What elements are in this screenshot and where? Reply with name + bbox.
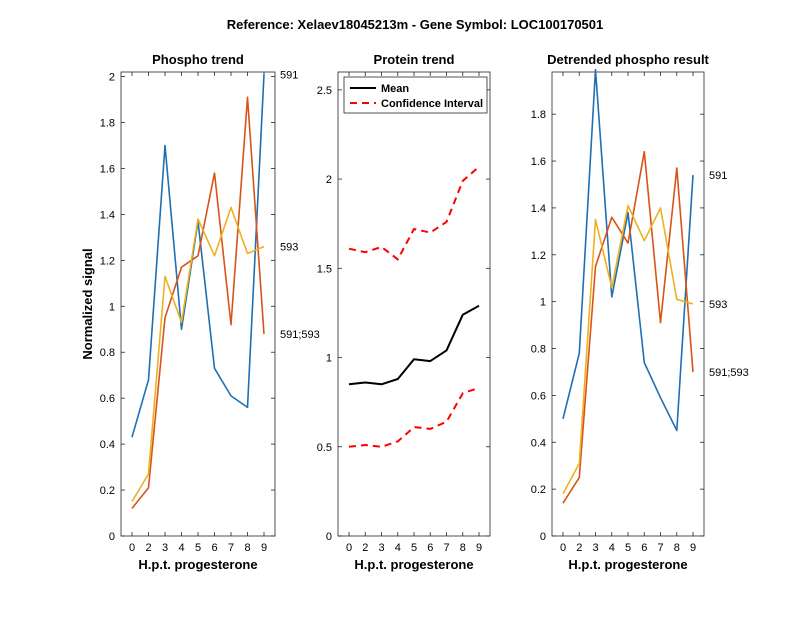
legend: Mean Confidence Interval bbox=[343, 76, 488, 114]
y-tick-label: 0 bbox=[326, 531, 332, 543]
x-tick-label: 3 bbox=[592, 542, 598, 554]
x-tick-label: 8 bbox=[244, 542, 250, 554]
y-tick-label: 0.8 bbox=[531, 344, 546, 356]
series-end-label: 593 bbox=[709, 299, 727, 311]
y-tick-label: 0.8 bbox=[100, 347, 115, 359]
x-tick-label: 4 bbox=[178, 542, 184, 554]
series-line-591-593 bbox=[562, 150, 694, 504]
figure-title: Reference: Xelaev18045213m - Gene Symbol… bbox=[227, 17, 604, 32]
x-tick-label: 0 bbox=[346, 542, 352, 554]
y-tick-label: 0 bbox=[109, 531, 115, 543]
x-tick-label: 2 bbox=[145, 542, 151, 554]
y-tick-label: 1 bbox=[109, 301, 115, 313]
x-tick-label: 9 bbox=[261, 542, 267, 554]
x-tick-label: 7 bbox=[228, 542, 234, 554]
y-tick-label: 1.4 bbox=[100, 209, 115, 221]
x-tick-label: 5 bbox=[411, 542, 417, 554]
x-axis-label: H.p.t. progesterone bbox=[568, 557, 687, 572]
y-tick-label: 1.4 bbox=[531, 203, 546, 215]
y-tick-label: 1.8 bbox=[100, 118, 115, 130]
series-line-591-593 bbox=[131, 96, 265, 509]
y-tick-label: 0.4 bbox=[531, 437, 546, 449]
y-tick-label: 0.4 bbox=[100, 439, 115, 451]
y-tick-label: 2 bbox=[109, 72, 115, 84]
x-tick-label: 2 bbox=[576, 542, 582, 554]
x-tick-label: 8 bbox=[460, 542, 466, 554]
y-tick-label: 1.5 bbox=[317, 263, 332, 275]
x-tick-label: 3 bbox=[378, 542, 384, 554]
x-axis-label: H.p.t. progesterone bbox=[138, 557, 257, 572]
panel-title: Protein trend bbox=[374, 52, 455, 67]
y-tick-label: 0.2 bbox=[531, 484, 546, 496]
series-end-label: 591;593 bbox=[280, 329, 320, 341]
y-tick-label: 1.2 bbox=[100, 255, 115, 267]
y-tick-label: 0.6 bbox=[531, 390, 546, 402]
x-tick-label: 7 bbox=[657, 542, 663, 554]
series-line-593 bbox=[562, 204, 694, 495]
y-tick-label: 2.5 bbox=[317, 85, 332, 97]
y-tick-label: 1.6 bbox=[531, 156, 546, 168]
x-tick-label: 6 bbox=[427, 542, 433, 554]
x-tick-label: 4 bbox=[609, 542, 615, 554]
x-axis-label: H.p.t. progesterone bbox=[354, 557, 473, 572]
y-axis-label: Normalized signal bbox=[80, 248, 95, 359]
chart-panel-1: 00.20.40.60.811.21.41.61.820 2 3 4 5 6 7 8 9Phos… bbox=[80, 52, 320, 572]
series-line-confidence-interval bbox=[348, 165, 480, 261]
x-tick-label: 0 bbox=[129, 542, 135, 554]
x-tick-label: 4 bbox=[395, 542, 401, 554]
series-line-mean bbox=[348, 304, 480, 386]
series-end-label: 591 bbox=[280, 69, 298, 81]
x-tick-label: 3 bbox=[162, 542, 168, 554]
series-end-label: 591;593 bbox=[709, 367, 749, 379]
legend-entry: Confidence Interval bbox=[381, 98, 483, 110]
x-tick-label: 5 bbox=[195, 542, 201, 554]
x-tick-label: 0 bbox=[560, 542, 566, 554]
x-tick-label: 6 bbox=[211, 542, 217, 554]
chart-panel-3: 00.20.40.60.811.21.41.61.80 2 3 4 5 6 7 8 9Detre… bbox=[531, 52, 749, 572]
y-tick-label: 0.2 bbox=[100, 485, 115, 497]
x-tick-label: 5 bbox=[625, 542, 631, 554]
x-tick-label: 2 bbox=[362, 542, 368, 554]
y-tick-label: 0.6 bbox=[100, 393, 115, 405]
legend-box bbox=[343, 76, 488, 114]
series-end-label: 591 bbox=[709, 170, 727, 182]
x-tick-label: 9 bbox=[476, 542, 482, 554]
x-tick-label: 9 bbox=[690, 542, 696, 554]
y-tick-label: 0 bbox=[540, 531, 546, 543]
y-tick-label: 0.5 bbox=[317, 442, 332, 454]
x-tick-label: 7 bbox=[443, 542, 449, 554]
x-tick-label: 8 bbox=[674, 542, 680, 554]
panel-title: Phospho trend bbox=[152, 52, 244, 67]
y-tick-label: 1 bbox=[540, 297, 546, 309]
series-line-593 bbox=[131, 206, 265, 502]
legend-entry: Mean bbox=[381, 83, 409, 95]
series-line-591 bbox=[562, 68, 694, 432]
y-tick-label: 2 bbox=[326, 174, 332, 186]
series-end-label: 593 bbox=[280, 242, 298, 254]
panel-title: Detrended phospho result bbox=[547, 52, 709, 67]
x-tick-label: 6 bbox=[641, 542, 647, 554]
y-tick-label: 1.6 bbox=[100, 163, 115, 175]
y-tick-label: 1 bbox=[326, 353, 332, 365]
y-tick-label: 1.8 bbox=[531, 109, 546, 121]
y-tick-label: 1.2 bbox=[531, 250, 546, 262]
